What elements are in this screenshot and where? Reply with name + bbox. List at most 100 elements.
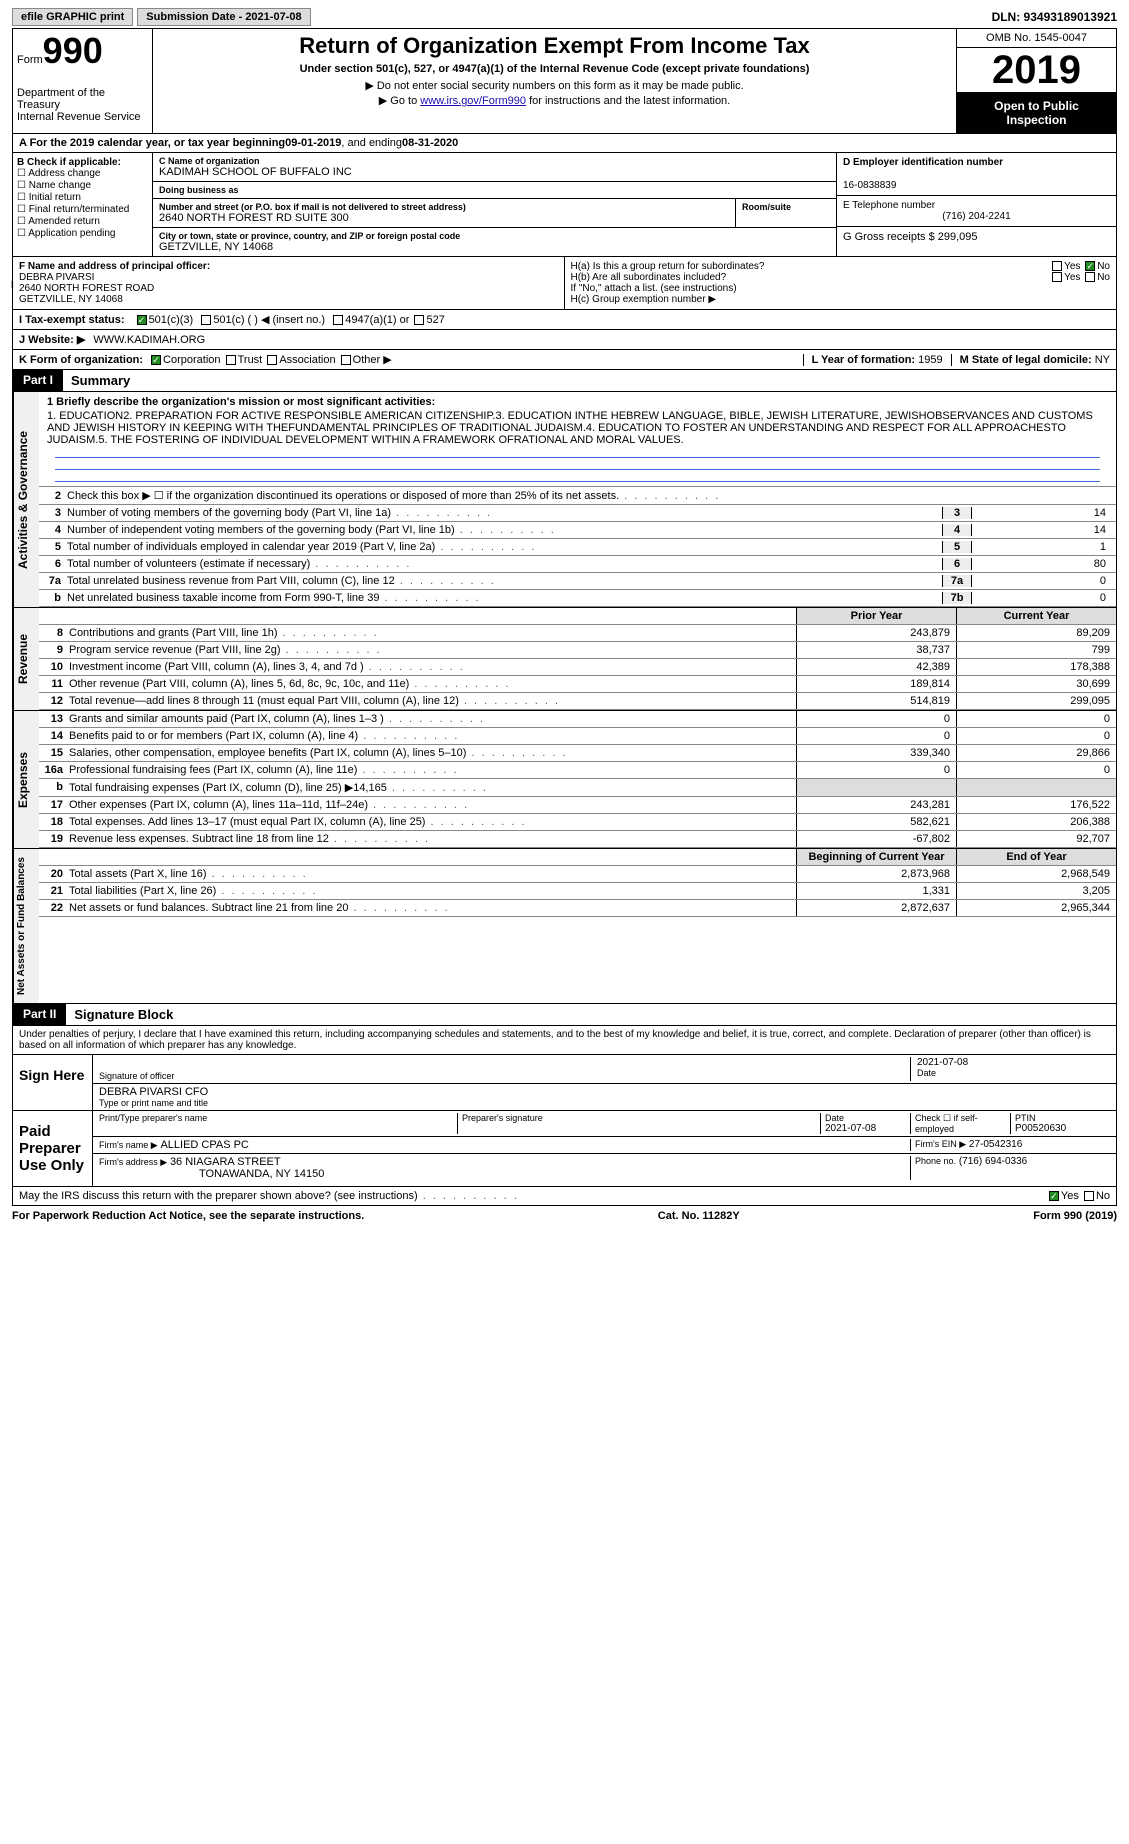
- form-number: 990: [43, 30, 103, 71]
- part1-num: Part I: [13, 370, 63, 391]
- dba-label: Doing business as: [159, 185, 830, 195]
- period-label: A For the 2019 calendar year, or tax yea…: [19, 137, 285, 149]
- ha-yes[interactable]: [1052, 261, 1062, 271]
- box-b: B Check if applicable: ☐ Address change …: [13, 153, 153, 256]
- irs-link[interactable]: www.irs.gov/Form990: [420, 95, 526, 107]
- line-num: 11: [39, 676, 69, 692]
- chk-amended[interactable]: ☐ Amended return: [17, 216, 148, 227]
- line-num: b: [43, 592, 67, 604]
- chk-501c[interactable]: [201, 315, 211, 325]
- discuss-yes[interactable]: [1049, 1191, 1059, 1201]
- prior-val: 0: [796, 762, 956, 778]
- prep-name-label: Print/Type preparer's name: [99, 1113, 457, 1123]
- data-line: 9Program service revenue (Part VIII, lin…: [39, 642, 1116, 659]
- chk-final-return[interactable]: ☐ Final return/terminated: [17, 204, 148, 215]
- chk-corp[interactable]: [151, 355, 161, 365]
- line-text: Number of voting members of the governin…: [67, 507, 942, 519]
- addr-label: Number and street (or P.O. box if mail i…: [159, 202, 729, 212]
- line-box: 7a: [942, 575, 972, 587]
- ha-no[interactable]: [1085, 261, 1095, 271]
- lbl-trust: Trust: [238, 354, 263, 366]
- chk-lbl: Name change: [29, 180, 91, 191]
- chk-assoc[interactable]: [267, 355, 277, 365]
- prior-val: 2,873,968: [796, 866, 956, 882]
- prior-val: 582,621: [796, 814, 956, 830]
- line-text: Program service revenue (Part VIII, line…: [69, 642, 796, 658]
- footer-left: For Paperwork Reduction Act Notice, see …: [12, 1210, 364, 1222]
- prior-val: 243,281: [796, 797, 956, 813]
- line-num: 10: [39, 659, 69, 675]
- submission-date-button[interactable]: Submission Date - 2021-07-08: [137, 8, 310, 26]
- mission-block: 1 Briefly describe the organization's mi…: [39, 392, 1116, 487]
- line-num: 22: [39, 900, 69, 916]
- chk-app-pending[interactable]: ☐ Application pending: [17, 228, 148, 239]
- ha-label: H(a) Is this a group return for subordin…: [571, 261, 765, 272]
- lbl-501c3: 501(c)(3): [149, 314, 194, 326]
- paid-preparer-block: Paid Preparer Use Only Print/Type prepar…: [12, 1111, 1117, 1187]
- ein-label: D Employer identification number: [843, 157, 1110, 168]
- hdr-end: End of Year: [956, 849, 1116, 865]
- officer-label: F Name and address of principal officer:: [19, 261, 210, 272]
- line-num: 9: [39, 642, 69, 658]
- line-num: 19: [39, 831, 69, 847]
- chk-lbl: Final return/terminated: [29, 204, 130, 215]
- efile-print-button[interactable]: efile GRAPHIC print: [12, 8, 133, 26]
- form-header: Form990 Department of the Treasury Inter…: [12, 28, 1117, 134]
- chk-501c3[interactable]: [137, 315, 147, 325]
- data-line: 20Total assets (Part X, line 16)2,873,96…: [39, 866, 1116, 883]
- lbl-527: 527: [426, 314, 444, 326]
- line-text: Investment income (Part VIII, column (A)…: [69, 659, 796, 675]
- discuss-no[interactable]: [1084, 1191, 1094, 1201]
- chk-name-change[interactable]: ☐ Name change: [17, 180, 148, 191]
- chk-other[interactable]: [341, 355, 351, 365]
- identity-section: B Check if applicable: ☐ Address change …: [12, 153, 1117, 257]
- expenses-section: Expenses 13Grants and similar amounts pa…: [12, 711, 1117, 849]
- part2-num: Part II: [13, 1004, 66, 1025]
- form-subtitle: Under section 501(c), 527, or 4947(a)(1)…: [161, 63, 948, 75]
- hb-yes[interactable]: [1052, 272, 1062, 282]
- rule-line: [55, 470, 1100, 482]
- part1-title: Summary: [63, 370, 138, 391]
- prior-val: 243,879: [796, 625, 956, 641]
- line-num: 6: [43, 558, 67, 570]
- prior-val: 38,737: [796, 642, 956, 658]
- hdr-begin: Beginning of Current Year: [796, 849, 956, 865]
- chk-527[interactable]: [414, 315, 424, 325]
- org-name-label: C Name of organization: [159, 156, 830, 166]
- data-line: bTotal fundraising expenses (Part IX, co…: [39, 779, 1116, 797]
- lbl-corp: Corporation: [163, 354, 220, 366]
- line-box: 3: [942, 507, 972, 519]
- line-num: 13: [39, 711, 69, 727]
- mission-text: 1. EDUCATION2. PREPARATION FOR ACTIVE RE…: [47, 410, 1108, 446]
- lbl-other: Other ▶: [353, 353, 392, 366]
- firm-ein: 27-0542316: [969, 1139, 1022, 1150]
- form-label: Form: [17, 54, 43, 66]
- officer-addr1: 2640 NORTH FOREST ROAD: [19, 283, 154, 294]
- prior-val: 2,872,637: [796, 900, 956, 916]
- chk-address-change[interactable]: ☐ Address change: [17, 168, 148, 179]
- chk-trust[interactable]: [226, 355, 236, 365]
- year-form-label: L Year of formation:: [812, 354, 919, 366]
- line-text: Total liabilities (Part X, line 26): [69, 883, 796, 899]
- current-val: 178,388: [956, 659, 1116, 675]
- firm-addr: 36 NIAGARA STREET: [170, 1156, 281, 1168]
- sign-here-block: Sign Here Signature of officer2021-07-08…: [12, 1055, 1117, 1111]
- chk-initial-return[interactable]: ☐ Initial return: [17, 192, 148, 203]
- data-line: 22Net assets or fund balances. Subtract …: [39, 900, 1116, 917]
- line-num: 20: [39, 866, 69, 882]
- prior-val: -67,802: [796, 831, 956, 847]
- line-num: 16a: [39, 762, 69, 778]
- note-link: ▶ Go to www.irs.gov/Form990 for instruct…: [161, 94, 948, 107]
- current-val: 299,095: [956, 693, 1116, 709]
- hb-no[interactable]: [1085, 272, 1095, 282]
- chk-4947[interactable]: [333, 315, 343, 325]
- sig-date: 2021-07-08: [917, 1057, 1110, 1068]
- prior-val: 42,389: [796, 659, 956, 675]
- line-text: Total fundraising expenses (Part IX, col…: [69, 779, 796, 796]
- prior-val: 0: [796, 728, 956, 744]
- data-line: 13Grants and similar amounts paid (Part …: [39, 711, 1116, 728]
- line-box: 4: [942, 524, 972, 536]
- lbl-4947: 4947(a)(1) or: [345, 314, 409, 326]
- line-val: 0: [972, 575, 1112, 587]
- line-num: 5: [43, 541, 67, 553]
